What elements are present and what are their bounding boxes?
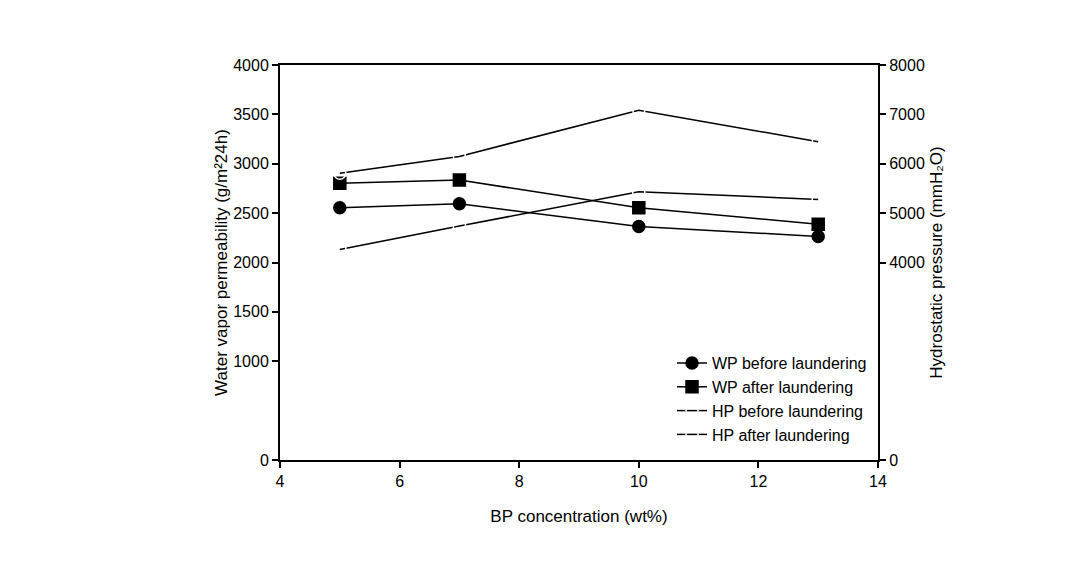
svg-text:2000: 2000 xyxy=(233,254,269,271)
svg-text:8000: 8000 xyxy=(889,57,925,74)
svg-text:4: 4 xyxy=(276,473,285,490)
svg-text:Hydrostatic pressure (mmH₂O): Hydrostatic pressure (mmH₂O) xyxy=(927,146,946,378)
svg-text:2500: 2500 xyxy=(233,205,269,222)
svg-text:BP concentration (wt%): BP concentration (wt%) xyxy=(490,507,667,526)
svg-text:5000: 5000 xyxy=(889,205,925,222)
svg-text:WP before laundering: WP before laundering xyxy=(712,355,866,372)
svg-text:1500: 1500 xyxy=(233,303,269,320)
svg-text:4000: 4000 xyxy=(889,254,925,271)
svg-text:1000: 1000 xyxy=(233,353,269,370)
svg-text:12: 12 xyxy=(750,473,768,490)
svg-text:6000: 6000 xyxy=(889,155,925,172)
svg-text:10: 10 xyxy=(630,473,648,490)
svg-text:0: 0 xyxy=(889,452,898,469)
svg-text:3000: 3000 xyxy=(233,155,269,172)
svg-text:3500: 3500 xyxy=(233,106,269,123)
svg-text:14: 14 xyxy=(869,473,887,490)
svg-text:6: 6 xyxy=(395,473,404,490)
svg-text:HP after laundering: HP after laundering xyxy=(712,427,850,444)
svg-text:8: 8 xyxy=(515,473,524,490)
svg-text:Water vapor permeability (g/m²: Water vapor permeability (g/m²24h) xyxy=(212,129,231,396)
svg-text:HP before laundering: HP before laundering xyxy=(712,403,863,420)
svg-text:4000: 4000 xyxy=(233,57,269,74)
svg-text:WP after laundering: WP after laundering xyxy=(712,379,853,396)
svg-text:7000: 7000 xyxy=(889,106,925,123)
svg-text:0: 0 xyxy=(260,452,269,469)
